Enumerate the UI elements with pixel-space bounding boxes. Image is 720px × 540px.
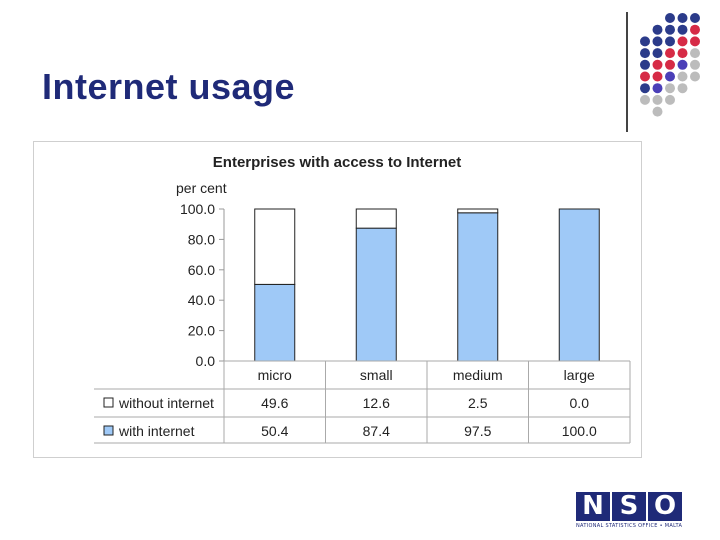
- bar-with-internet: [457, 212, 499, 362]
- y-axis-label: per cent: [176, 180, 227, 196]
- logo-letter-n: N: [576, 492, 610, 521]
- decorative-dot: [652, 24, 663, 35]
- bar-with-internet: [254, 283, 296, 362]
- legend-series-name: without internet: [118, 395, 214, 411]
- decorative-dot: [677, 48, 688, 59]
- y-tick-label: 20.0: [188, 323, 215, 339]
- decorative-dot: [652, 71, 663, 82]
- decorative-dot: [652, 83, 663, 94]
- decorative-dot: [690, 59, 700, 70]
- decorative-dot: [652, 36, 663, 47]
- decorative-dot: [665, 59, 675, 70]
- decorative-dot: [677, 24, 688, 35]
- bar-without-internet: [355, 208, 397, 229]
- nso-logo: N S O NATIONAL STATISTICS OFFICE • MALTA: [576, 492, 688, 532]
- data-table-value: 87.4: [363, 423, 390, 439]
- x-category-label: small: [360, 367, 393, 383]
- y-tick-label: 80.0: [188, 231, 215, 247]
- decorative-dot: [652, 48, 663, 59]
- data-table-value: 50.4: [261, 423, 288, 439]
- x-category-label: medium: [453, 367, 503, 383]
- decorative-dot: [677, 59, 688, 70]
- x-category-label: micro: [258, 367, 292, 383]
- legend-swatch: [103, 397, 114, 408]
- chart-panel: Enterprises with access to Internet per c…: [33, 141, 642, 458]
- decorative-dot: [665, 71, 675, 82]
- decorative-dot: [640, 71, 650, 82]
- decorative-dot: [652, 106, 663, 117]
- decorative-dot: [677, 71, 688, 82]
- decorative-dot: [677, 36, 688, 47]
- decorative-dot: [665, 94, 675, 105]
- data-table-value: 100.0: [562, 423, 597, 439]
- decorative-dot: [690, 71, 700, 82]
- y-tick-label: 60.0: [188, 262, 215, 278]
- bar-without-internet: [254, 208, 296, 285]
- decorative-dot: [640, 36, 650, 47]
- decorative-dot: [640, 83, 650, 94]
- decorative-dot: [665, 24, 675, 35]
- bar-chart: Enterprises with access to Internet per c…: [94, 154, 631, 444]
- decorative-dot: [690, 13, 700, 23]
- data-table-value: 12.6: [363, 395, 390, 411]
- decorative-dot: [640, 48, 650, 59]
- y-tick-label: 0.0: [196, 353, 216, 369]
- decorative-dot: [690, 36, 700, 47]
- data-table-value: 2.5: [468, 395, 488, 411]
- header-divider: [626, 12, 628, 132]
- decorative-dot: [640, 59, 650, 70]
- data-table-value: 49.6: [261, 395, 288, 411]
- decorative-dot: [665, 48, 675, 59]
- y-tick-label: 100.0: [180, 201, 215, 217]
- data-table-value: 97.5: [464, 423, 491, 439]
- legend-swatch: [103, 425, 114, 436]
- decorative-dot: [665, 83, 675, 94]
- decorative-dot-grid: [640, 13, 700, 117]
- logo-letter-s: S: [612, 492, 646, 521]
- slide-title: Internet usage: [42, 66, 296, 107]
- chart-title: Enterprises with access to Internet: [213, 154, 461, 171]
- decorative-dot: [690, 24, 700, 35]
- decorative-dot: [665, 36, 675, 47]
- x-category-label: large: [564, 367, 595, 383]
- data-table-value: 0.0: [570, 395, 590, 411]
- bar-with-internet: [558, 208, 600, 362]
- decorative-dot: [640, 94, 650, 105]
- decorative-dot: [690, 48, 700, 59]
- logo-caption: NATIONAL STATISTICS OFFICE • MALTA: [576, 523, 683, 529]
- bar-without-internet: [457, 208, 499, 214]
- logo-letter-o: O: [648, 492, 682, 521]
- legend-series-name: with internet: [118, 423, 195, 439]
- decorative-dot: [652, 94, 663, 105]
- decorative-dot: [665, 13, 675, 23]
- decorative-dot: [652, 59, 663, 70]
- decorative-dot: [677, 13, 688, 23]
- y-tick-label: 40.0: [188, 292, 215, 308]
- decorative-dot: [677, 83, 688, 94]
- bar-with-internet: [355, 227, 397, 362]
